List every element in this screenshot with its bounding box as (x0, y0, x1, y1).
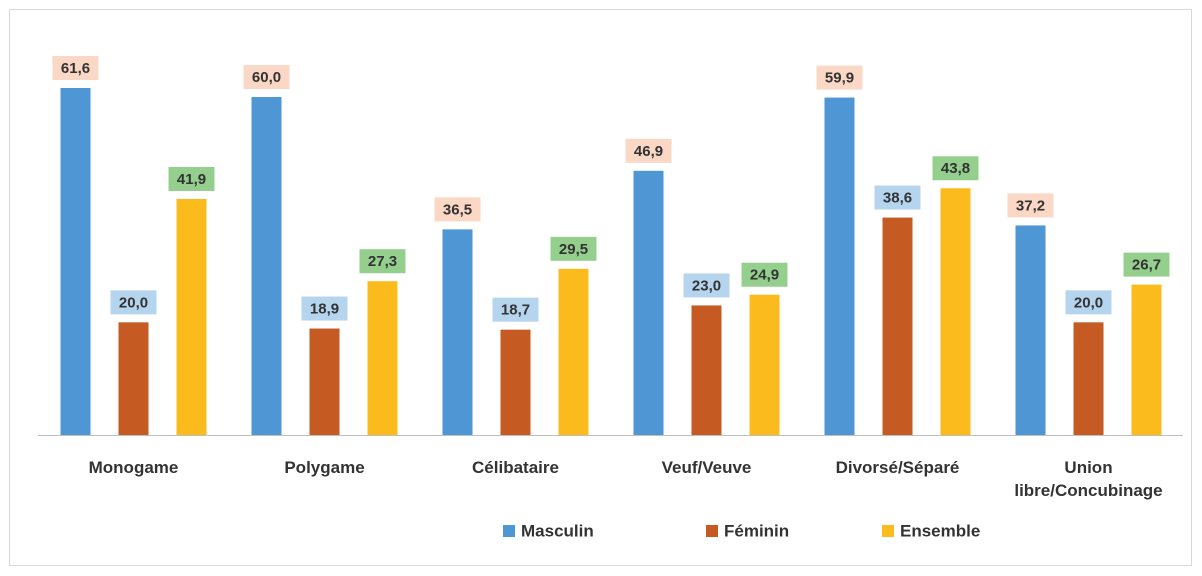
value-label: 18,7 (501, 302, 530, 319)
legend-label: Ensemble (900, 521, 980, 540)
value-label-box (1123, 252, 1170, 277)
value-label: 27,3 (368, 253, 397, 270)
value-label: 20,0 (1074, 294, 1103, 311)
value-label-box (359, 249, 406, 274)
value-label-box (1007, 193, 1054, 218)
x-tick-label: Veuf/Veuve (661, 458, 752, 477)
value-label-box (625, 138, 672, 163)
value-label: 46,9 (634, 143, 663, 160)
x-tick-label: Célibataire (472, 458, 559, 477)
bar (824, 97, 855, 436)
value-label-box (52, 56, 99, 80)
bar (749, 294, 780, 435)
bar (60, 88, 91, 435)
value-label-box (932, 156, 979, 181)
bar (940, 188, 971, 435)
value-label-box (434, 197, 481, 222)
value-label: 18,9 (310, 301, 339, 318)
value-label: 20,0 (119, 294, 148, 311)
value-label: 24,9 (750, 267, 779, 284)
value-label: 29,5 (559, 241, 588, 258)
value-label: 38,6 (883, 190, 912, 207)
value-label-box (874, 185, 921, 210)
bar (442, 229, 473, 435)
value-label-box (683, 273, 730, 298)
bar (1131, 284, 1162, 435)
value-label-box (301, 296, 348, 321)
bar (1073, 322, 1104, 435)
bar (176, 198, 207, 435)
value-label: 41,9 (177, 171, 206, 188)
x-tick-label: Divorsé/Séparé (835, 458, 960, 477)
x-tick-label: Monogame (88, 458, 179, 477)
bar (1015, 225, 1046, 435)
legend-marker (882, 525, 894, 537)
value-label-box (1065, 290, 1112, 315)
bar (558, 268, 589, 435)
x-tick-label: Polygame (284, 458, 365, 477)
bar (251, 97, 282, 435)
value-label: 43,8 (941, 160, 970, 177)
value-label: 23,0 (692, 277, 721, 294)
value-label: 61,6 (61, 60, 90, 77)
bar (500, 329, 531, 435)
value-label-box (110, 290, 157, 315)
bar (118, 322, 149, 435)
bar (882, 217, 913, 435)
value-label-box (741, 262, 788, 287)
bar (367, 281, 398, 435)
value-label: 59,9 (825, 70, 854, 87)
legend-label: Féminin (724, 521, 789, 540)
value-label: 60,0 (252, 69, 281, 86)
value-label-box (816, 65, 863, 90)
value-label: 37,2 (1016, 197, 1045, 214)
value-label: 36,5 (443, 201, 472, 218)
bar (309, 328, 340, 435)
legend-marker (706, 525, 718, 537)
value-label: 26,7 (1132, 257, 1161, 274)
x-tick-label: Union libre/Concubinage (1014, 458, 1163, 500)
value-label-box (168, 166, 215, 191)
legend-label: Masculin (521, 521, 594, 540)
value-label-box (243, 65, 290, 90)
legend-marker (503, 525, 515, 537)
value-label-box (550, 236, 597, 261)
bar (633, 170, 664, 435)
bar (691, 305, 722, 435)
value-label-box (492, 297, 539, 322)
